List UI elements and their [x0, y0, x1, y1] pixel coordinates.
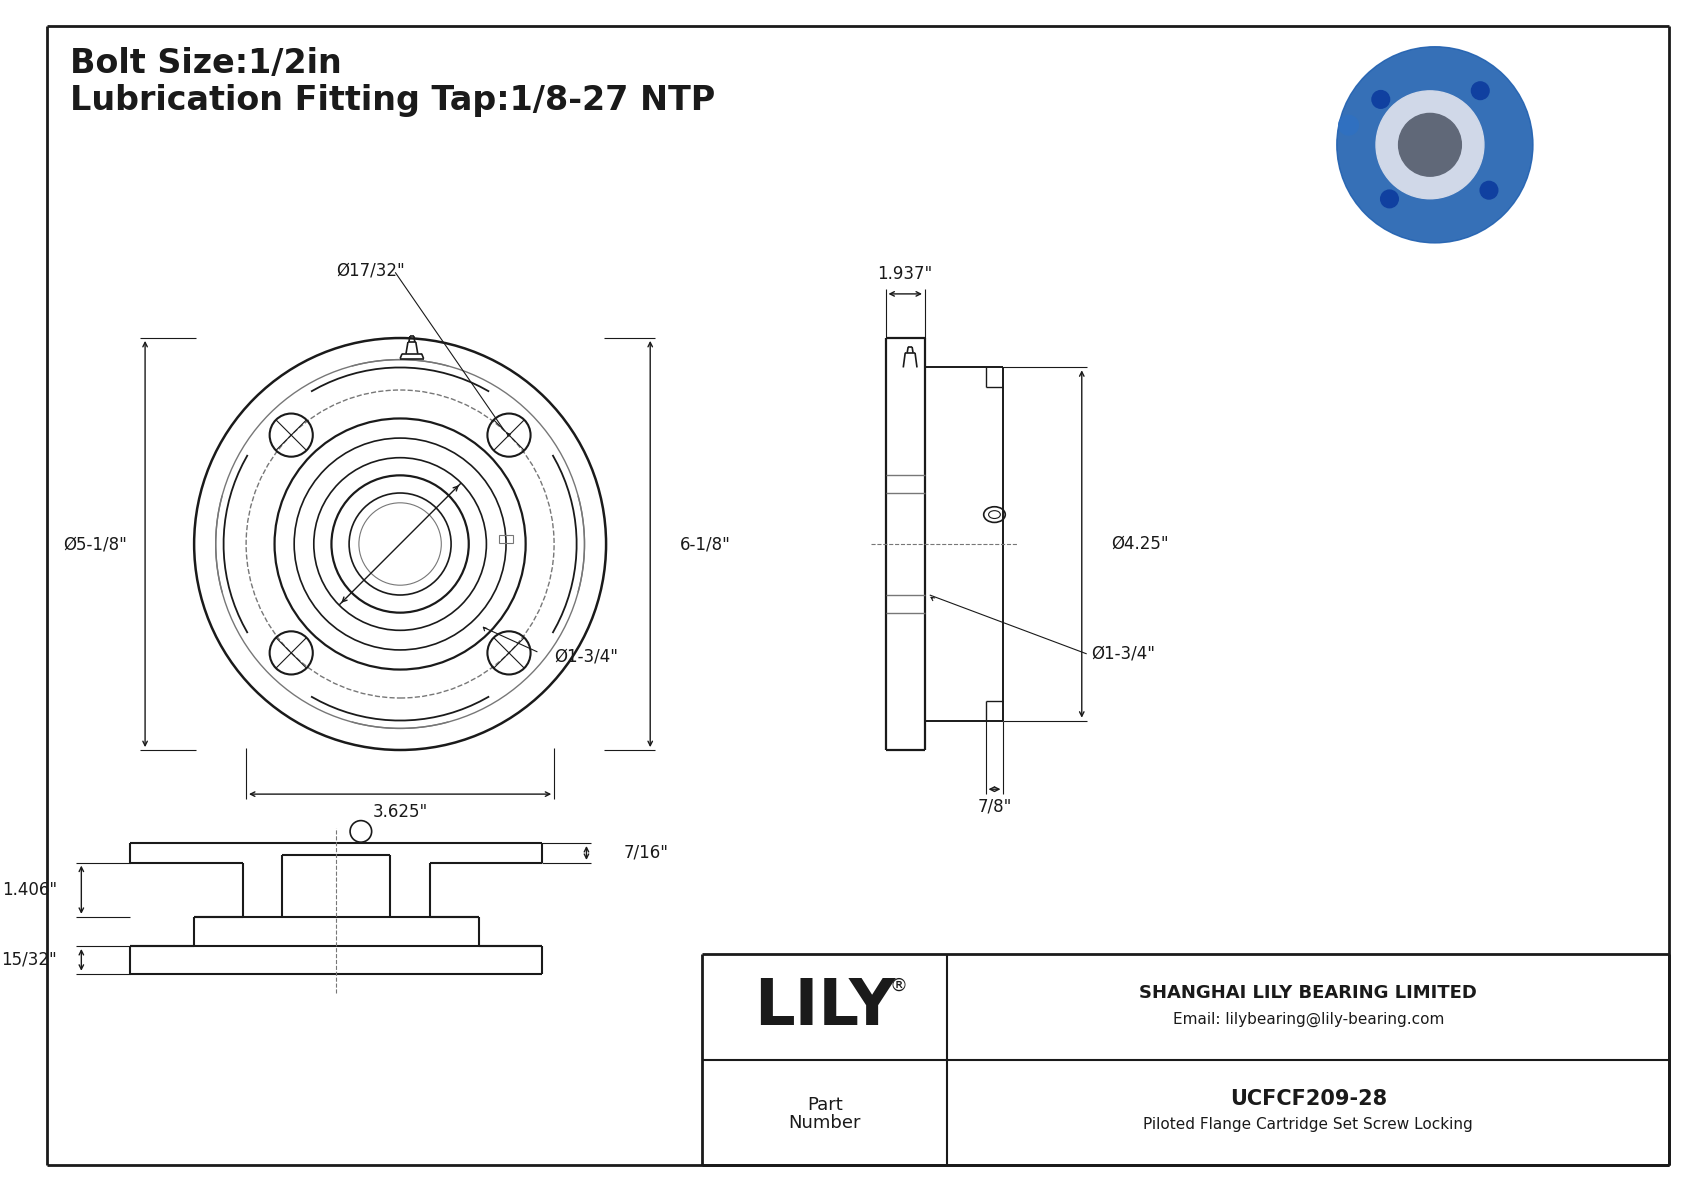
Circle shape: [1339, 116, 1359, 135]
Text: 7/8": 7/8": [977, 798, 1012, 816]
Text: Lubrication Fitting Tap:1/8-27 NTP: Lubrication Fitting Tap:1/8-27 NTP: [69, 85, 714, 117]
Text: 7/16": 7/16": [623, 844, 669, 862]
Text: UCFCF209-28: UCFCF209-28: [1229, 1089, 1388, 1109]
Circle shape: [1372, 91, 1389, 108]
Circle shape: [1337, 46, 1532, 243]
Text: Ø1-3/4": Ø1-3/4": [554, 648, 618, 666]
Text: 15/32": 15/32": [2, 950, 57, 968]
Text: 1.937": 1.937": [877, 266, 933, 283]
Text: Ø1-3/4": Ø1-3/4": [1091, 644, 1155, 663]
Circle shape: [1399, 113, 1462, 176]
Text: 6-1/8": 6-1/8": [680, 535, 731, 553]
Bar: [498, 535, 514, 543]
Text: Number: Number: [788, 1114, 861, 1131]
Text: Part: Part: [807, 1096, 842, 1114]
Circle shape: [1381, 191, 1398, 207]
Text: 1.406": 1.406": [2, 881, 57, 899]
Circle shape: [1472, 82, 1489, 100]
Text: Piloted Flange Cartridge Set Screw Locking: Piloted Flange Cartridge Set Screw Locki…: [1143, 1117, 1474, 1133]
Text: ®: ®: [889, 977, 908, 994]
Text: Ø4.25": Ø4.25": [1111, 535, 1169, 553]
Text: Ø5-1/8": Ø5-1/8": [64, 535, 128, 553]
Circle shape: [1480, 181, 1497, 199]
Text: 3.625": 3.625": [372, 803, 428, 821]
Text: LILY: LILY: [754, 975, 896, 1037]
Circle shape: [1376, 91, 1484, 199]
Text: Ø17/32": Ø17/32": [337, 261, 406, 280]
Text: Bolt Size:1/2in: Bolt Size:1/2in: [69, 46, 342, 80]
Text: SHANGHAI LILY BEARING LIMITED: SHANGHAI LILY BEARING LIMITED: [1140, 984, 1477, 1002]
Text: Email: lilybearing@lily-bearing.com: Email: lilybearing@lily-bearing.com: [1172, 1012, 1445, 1028]
